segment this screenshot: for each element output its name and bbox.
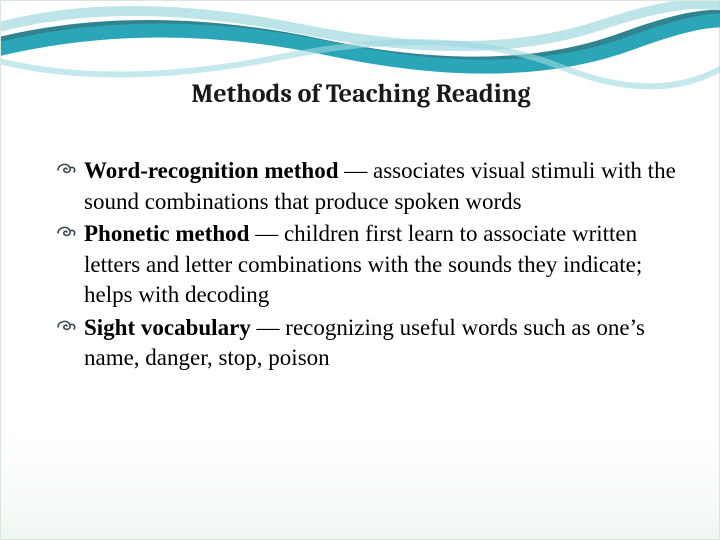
swirl-bullet-icon: [54, 317, 78, 337]
slide: Methods of Teaching Reading Word-recogni…: [0, 0, 720, 540]
header-wave-decoration: [1, 1, 720, 81]
bullet-lead: Sight vocabulary: [84, 315, 251, 340]
list-item: Sight vocabulary — recognizing useful wo…: [56, 313, 676, 374]
list-item: Word-recognition method — associates vis…: [56, 156, 676, 217]
bullet-lead: Word-recognition method: [84, 158, 338, 183]
content-body: Word-recognition method — associates vis…: [56, 156, 676, 376]
slide-title: Methods of Teaching Reading: [1, 79, 720, 109]
list-item: Phonetic method — children first learn t…: [56, 219, 676, 311]
wave-svg: [1, 1, 720, 91]
swirl-bullet-icon: [54, 223, 78, 243]
bullet-lead: Phonetic method: [84, 221, 249, 246]
swirl-bullet-icon: [54, 160, 78, 180]
